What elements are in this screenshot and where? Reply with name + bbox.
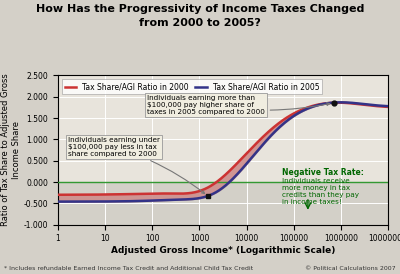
Line: Tax Share/AGI Ratio in 2005: Tax Share/AGI Ratio in 2005 bbox=[58, 102, 388, 202]
Tax Share/AGI Ratio in 2000 bbox=[207, 185, 212, 188]
X-axis label: Adjusted Gross Income* (Logarithmic Scale): Adjusted Gross Income* (Logarithmic Scal… bbox=[111, 246, 335, 255]
Tax Share/AGI Ratio in 2000 bbox=[376, 105, 381, 108]
Tax Share/AGI Ratio in 2000 bbox=[376, 105, 381, 108]
Tax Share/AGI Ratio in 2000 bbox=[56, 193, 60, 196]
Tax Share/AGI Ratio in 2005 bbox=[376, 104, 381, 107]
Tax Share/AGI Ratio in 2005 bbox=[72, 200, 77, 203]
Tax Share/AGI Ratio in 2005 bbox=[386, 104, 390, 108]
Tax Share/AGI Ratio in 2005 bbox=[376, 104, 381, 107]
Text: Individuals earning more than
$100,000 pay higher share of
taxes in 2005 compare: Individuals earning more than $100,000 p… bbox=[147, 95, 330, 115]
Bar bbox=[58, 182, 388, 225]
Tax Share/AGI Ratio in 2005 bbox=[316, 104, 320, 107]
Text: * Includes refundable Earned Income Tax Credit and Additional Child Tax Credit: * Includes refundable Earned Income Tax … bbox=[4, 266, 253, 271]
Text: How Has the Progressivity of Income Taxes Changed: How Has the Progressivity of Income Taxe… bbox=[36, 4, 364, 14]
Tax Share/AGI Ratio in 2000 bbox=[316, 103, 320, 106]
Tax Share/AGI Ratio in 2000 bbox=[335, 101, 340, 104]
Text: from 2000 to 2005?: from 2000 to 2005? bbox=[139, 18, 261, 28]
Text: Individuals receive
more money in tax
credits than they pay
in income taxes!: Individuals receive more money in tax cr… bbox=[282, 178, 359, 206]
Tax Share/AGI Ratio in 2005 bbox=[56, 200, 60, 203]
Tax Share/AGI Ratio in 2005 bbox=[216, 189, 221, 192]
Tax Share/AGI Ratio in 2000 bbox=[216, 179, 221, 182]
Tax Share/AGI Ratio in 2000 bbox=[386, 105, 390, 109]
Text: Negative Tax Rate:: Negative Tax Rate: bbox=[282, 168, 364, 177]
Tax Share/AGI Ratio in 2005 bbox=[338, 101, 343, 104]
Tax Share/AGI Ratio in 2000 bbox=[72, 193, 77, 196]
Y-axis label: Ratio of Tax Share to Adjusted Gross
Income Share: Ratio of Tax Share to Adjusted Gross Inc… bbox=[2, 74, 21, 226]
Tax Share/AGI Ratio in 2005 bbox=[207, 194, 212, 197]
Text: © Political Calculations 2007: © Political Calculations 2007 bbox=[305, 266, 396, 271]
Text: Individuals earning under
$100,000 pay less in tax
share compared to 2000: Individuals earning under $100,000 pay l… bbox=[68, 137, 204, 193]
Legend: Tax Share/AGI Ratio in 2000, Tax Share/AGI Ratio in 2005: Tax Share/AGI Ratio in 2000, Tax Share/A… bbox=[62, 79, 322, 94]
Line: Tax Share/AGI Ratio in 2000: Tax Share/AGI Ratio in 2000 bbox=[58, 103, 388, 195]
